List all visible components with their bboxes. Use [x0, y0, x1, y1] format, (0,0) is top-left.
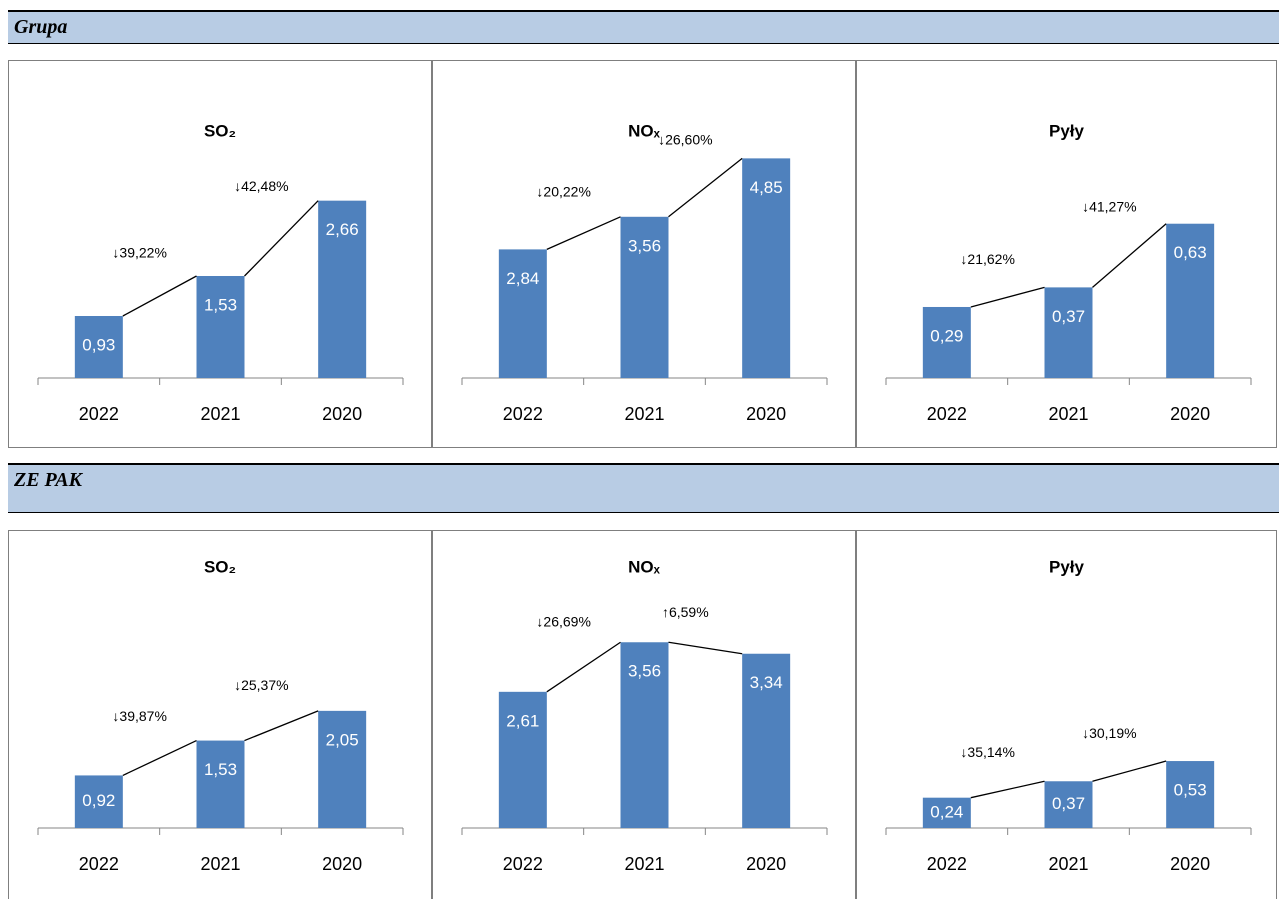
panel-border [432, 60, 856, 448]
x-tick-label: 2020 [1170, 854, 1210, 874]
x-tick-label: 2020 [322, 854, 362, 874]
value-label: 0,37 [1052, 794, 1085, 813]
change-annotation: ↓26,60% [658, 132, 712, 148]
change-annotation: ↓26,69% [536, 613, 590, 629]
trend-line [546, 641, 621, 693]
change-annotation: ↓25,37% [234, 677, 288, 693]
chart-panel: SO₂ 0,92 2022 1,53 2021 2,05 2020 ↓39,87% ↓25,37… [8, 530, 432, 899]
x-tick-label: 2022 [927, 854, 967, 874]
x-tick-label: 2020 [746, 404, 786, 424]
value-label: 0,63 [1174, 243, 1207, 262]
change-annotation: ↑6,59% [662, 604, 709, 620]
value-label: 3,34 [750, 673, 783, 692]
x-tick-label: 2022 [503, 404, 543, 424]
value-label: 0,29 [930, 326, 963, 345]
panel-border [856, 530, 1277, 899]
bar [74, 775, 123, 828]
value-label: 0,24 [930, 802, 963, 821]
panel-border [8, 60, 432, 448]
panel-border [8, 530, 432, 899]
x-tick-label: 2020 [322, 404, 362, 424]
value-label: 3,56 [628, 662, 661, 681]
bar [498, 249, 547, 378]
chart-title: Pyły [1049, 557, 1085, 576]
x-tick-label: 2021 [1048, 854, 1088, 874]
value-label: 1,53 [204, 295, 237, 314]
change-annotation: ↓39,87% [112, 708, 166, 724]
trend-line [668, 157, 743, 218]
section-header: Grupa [8, 10, 1279, 44]
value-label: 2,84 [506, 269, 539, 288]
x-tick-label: 2020 [746, 854, 786, 874]
bar [742, 158, 791, 378]
value-label: 2,05 [326, 730, 359, 749]
panel-border [432, 530, 856, 899]
x-tick-label: 2021 [624, 854, 664, 874]
value-label: 3,56 [628, 236, 661, 255]
bar [620, 216, 669, 378]
bar [318, 200, 367, 378]
section-header: ZE PAK [8, 463, 1279, 513]
trend-line [244, 710, 319, 742]
bar [498, 691, 547, 828]
trend-line [1092, 223, 1167, 288]
x-tick-label: 2021 [1048, 404, 1088, 424]
chart-panel: Pyły 0,29 2022 0,37 2021 0,63 2020 ↓21,62% ↓41,2… [856, 60, 1277, 448]
trend-line [970, 780, 1045, 799]
value-label: 0,37 [1052, 307, 1085, 326]
chart-panel: NOₓ 2,84 2022 3,56 2021 4,85 2020 ↓20,22% ↓26,60… [432, 60, 856, 448]
bar [922, 797, 971, 828]
panel-border [856, 60, 1277, 448]
bar [742, 653, 791, 828]
x-tick-label: 2021 [624, 404, 664, 424]
chart-title: NOₓ [628, 557, 661, 576]
bar [1044, 287, 1093, 378]
chart-title: SO₂ [204, 121, 236, 140]
bar [196, 276, 245, 378]
bar [318, 710, 367, 828]
value-label: 0,92 [82, 791, 115, 810]
change-annotation: ↓30,19% [1082, 725, 1136, 741]
trend-line [122, 275, 197, 317]
chart-title: NOₓ [628, 121, 661, 140]
change-annotation: ↓39,22% [112, 245, 166, 261]
chart-panel: Pyły 0,24 2022 0,37 2021 0,53 2020 ↓35,14% ↓30,1… [856, 530, 1277, 899]
x-tick-label: 2022 [503, 854, 543, 874]
change-annotation: ↓20,22% [536, 184, 590, 200]
value-label: 0,53 [1174, 781, 1207, 800]
bar [620, 642, 669, 828]
change-annotation: ↓21,62% [960, 251, 1014, 267]
value-label: 4,85 [750, 178, 783, 197]
change-annotation: ↓35,14% [960, 744, 1014, 760]
trend-line [668, 641, 743, 655]
value-label: 2,66 [326, 220, 359, 239]
bar [74, 316, 123, 378]
bar [922, 306, 971, 378]
change-annotation: ↓41,27% [1082, 198, 1136, 214]
trend-line [546, 216, 621, 250]
change-annotation: ↓42,48% [234, 178, 288, 194]
trend-line [970, 286, 1045, 308]
bar [1166, 761, 1215, 828]
value-label: 0,93 [82, 335, 115, 354]
value-label: 1,53 [204, 760, 237, 779]
x-tick-label: 2022 [79, 854, 119, 874]
x-tick-label: 2020 [1170, 404, 1210, 424]
x-tick-label: 2022 [927, 404, 967, 424]
value-label: 2,61 [506, 711, 539, 730]
trend-line [1092, 760, 1167, 782]
trend-line [122, 739, 197, 777]
x-tick-label: 2022 [79, 404, 119, 424]
bar [1044, 781, 1093, 828]
chart-panel: NOₓ 2,61 2022 3,56 2021 3,34 2020 ↓26,69% ↑6,59% [432, 530, 856, 899]
x-tick-label: 2021 [200, 404, 240, 424]
bar [1166, 223, 1215, 378]
x-tick-label: 2021 [200, 854, 240, 874]
trend-line [244, 200, 319, 277]
bar [196, 740, 245, 828]
chart-title: Pyły [1049, 121, 1085, 140]
chart-panel: SO₂ 0,93 2022 1,53 2021 2,66 2020 ↓39,22% ↓42,48… [8, 60, 432, 448]
chart-title: SO₂ [204, 557, 236, 576]
